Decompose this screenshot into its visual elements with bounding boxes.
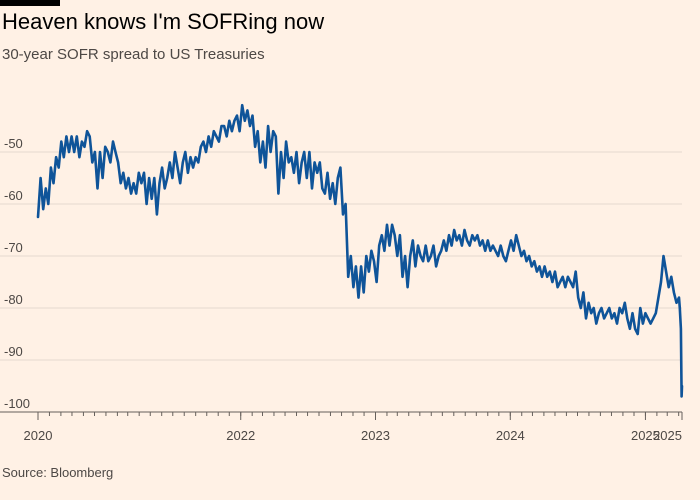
x-tick-label: 2025 — [631, 428, 660, 443]
brand-rule — [0, 0, 60, 6]
y-tick-label: -60 — [4, 188, 23, 203]
series-line — [36, 103, 684, 398]
x-tick-label: 2022 — [226, 428, 255, 443]
x-tick-label: 2020 — [24, 428, 53, 443]
y-axis-ticks: -50 -60 -70 -80 -90 -100 — [4, 136, 30, 411]
y-tick-label: -70 — [4, 240, 23, 255]
y-tick-label: -50 — [4, 136, 23, 151]
x-tick-label: 2024 — [496, 428, 525, 443]
chart-subtitle: 30-year SOFR spread to US Treasuries — [2, 46, 265, 63]
y-tick-label: -90 — [4, 344, 23, 359]
series-layer — [36, 103, 684, 398]
source-note: Source: Bloomberg — [2, 465, 114, 480]
x-tick-label: 2025 — [653, 428, 682, 443]
y-tick-label: -100 — [4, 396, 30, 411]
chart-title: Heaven knows I'm SOFRing now — [2, 9, 325, 34]
gridlines — [0, 151, 682, 413]
x-tick-label: 2023 — [361, 428, 390, 443]
y-tick-label: -80 — [4, 292, 23, 307]
line-chart: -50 -60 -70 -80 -90 -100 2020 2022 2023 2024 2025… — [0, 103, 684, 443]
